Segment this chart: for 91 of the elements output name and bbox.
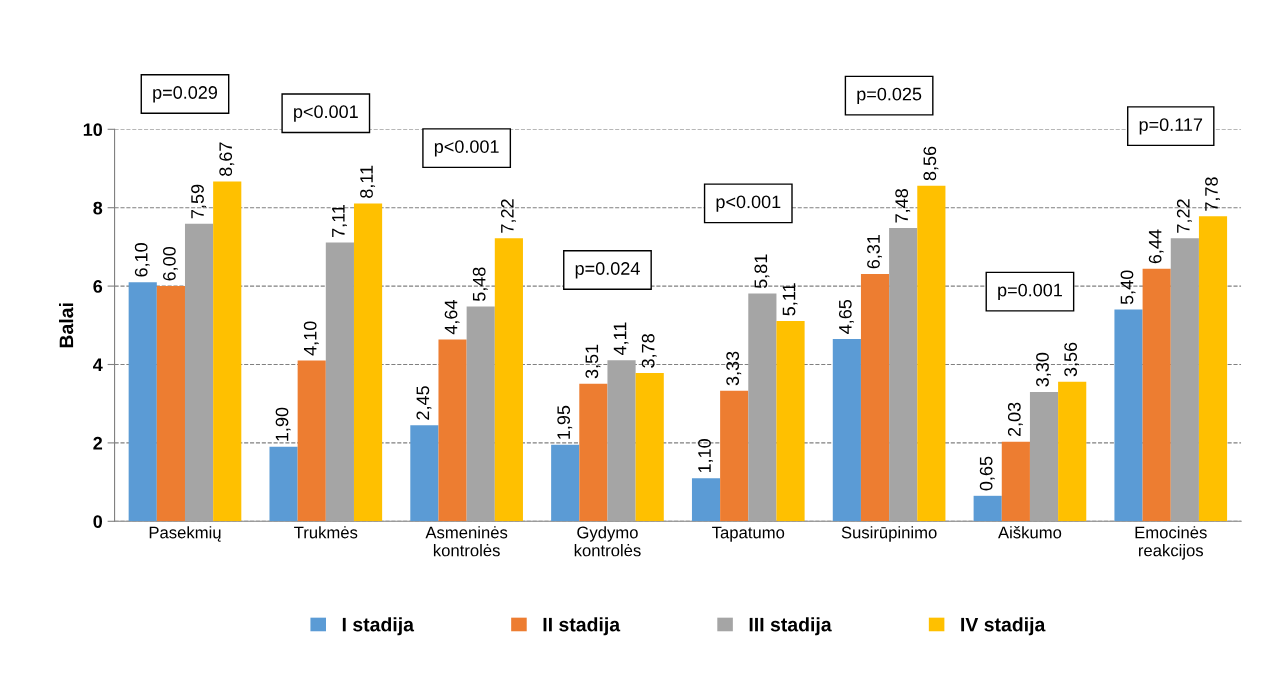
- data-label: 3,51: [585, 344, 601, 379]
- data-label: 6,00: [162, 246, 178, 281]
- bar: [353, 203, 383, 522]
- legend-label: IV stadija: [961, 617, 1046, 636]
- bar: [184, 223, 214, 522]
- bar: [832, 339, 861, 522]
- bar: [466, 306, 495, 522]
- x-tick-label: Trukmės: [294, 526, 358, 539]
- annotation: p=0.117: [1139, 118, 1203, 135]
- bar: [1058, 381, 1087, 522]
- bar: [410, 425, 439, 522]
- bar: [607, 360, 636, 522]
- legend-label: III stadija: [749, 617, 832, 636]
- data-label: 5,11: [782, 283, 798, 316]
- y-tick-label: 6: [93, 280, 103, 293]
- data-label: 3,30: [1036, 352, 1051, 387]
- y-tick-label: 4: [93, 358, 103, 372]
- bar: [438, 339, 467, 522]
- bar: [1142, 268, 1171, 522]
- data-label: 8,11: [360, 165, 376, 198]
- bar: [635, 373, 664, 522]
- annotation: p<0.001: [434, 140, 499, 157]
- data-label: 4,65: [838, 299, 854, 334]
- data-label: 3,33: [726, 351, 742, 386]
- data-label: 8,67: [219, 142, 235, 176]
- x-tick-label: Susirūpinimo: [841, 526, 937, 542]
- data-label: 1,10: [698, 439, 714, 473]
- data-label: 2,03: [1007, 402, 1023, 437]
- data-label: 7,59: [191, 184, 207, 219]
- bar: [889, 228, 918, 522]
- text: p=0.029: [153, 86, 218, 103]
- bar: [917, 185, 946, 522]
- data-label: 4,64: [444, 300, 460, 335]
- bar: [860, 273, 890, 522]
- data-label: 4,11: [613, 322, 629, 356]
- bar: [776, 320, 805, 522]
- x-tick-label: Pasekmių: [149, 526, 221, 542]
- data-label: 2,45: [416, 386, 432, 420]
- bar: [494, 238, 523, 522]
- bar: [1114, 309, 1143, 522]
- data-label: 6,44: [1148, 229, 1164, 264]
- data-label: 7,78: [1205, 177, 1220, 211]
- x-tick-label: Gydymo kontrolės: [574, 526, 641, 557]
- annotation: p=0.001: [998, 283, 1062, 300]
- data-label: 5,48: [472, 267, 488, 302]
- x-tick-label: Asmeninės kontrolės: [425, 526, 508, 557]
- data-label: 7,48: [895, 189, 911, 223]
- data-label: 3,56: [1064, 342, 1080, 377]
- data-label: 1,90: [275, 407, 291, 441]
- bar: [213, 181, 242, 522]
- data-label: 7,22: [1176, 199, 1192, 233]
- y-tick-label: 10: [83, 123, 103, 137]
- data-label: 5,81: [754, 254, 770, 289]
- annotation: p<0.001: [716, 195, 781, 212]
- bar: [579, 383, 608, 522]
- y-tick-label: 8: [93, 201, 103, 215]
- text: p<0.001: [294, 105, 358, 122]
- bar: [973, 495, 1002, 522]
- legend-label: I stadija: [342, 617, 415, 636]
- data-label: 8,56: [923, 146, 939, 181]
- data-label: 7,22: [500, 199, 516, 233]
- data-label: 5,40: [1120, 270, 1136, 305]
- text: p=0.025: [857, 87, 922, 105]
- y-tick-label: 0: [93, 515, 103, 529]
- bar: [269, 446, 298, 522]
- annotation: p=0.024: [575, 262, 640, 279]
- bar: [1170, 238, 1199, 522]
- legend-label: II stadija: [543, 617, 621, 636]
- data-label: 1,95: [557, 405, 573, 439]
- bar: [551, 444, 580, 522]
- bar: [748, 293, 777, 522]
- data-label: 7,11: [332, 204, 347, 237]
- bar: [1029, 391, 1059, 522]
- data-label: 3,78: [641, 334, 657, 368]
- data-label: 6,31: [867, 234, 883, 269]
- x-tick-label: Tapatumo: [712, 526, 785, 542]
- bar: [720, 390, 749, 522]
- bar: [1198, 216, 1228, 522]
- x-tick-label: Emocinės reakcijos: [1135, 526, 1207, 560]
- y-tick-label: 2: [93, 436, 103, 450]
- data-label: 6,10: [134, 243, 150, 277]
- bar: [156, 286, 185, 522]
- bar: [128, 282, 157, 522]
- data-label: 4,10: [303, 321, 319, 356]
- data-label: 0,65: [979, 456, 995, 491]
- bar: [1001, 441, 1030, 522]
- y-axis-title: Balai: [59, 303, 74, 348]
- bar: [691, 478, 721, 522]
- bar: [325, 242, 354, 522]
- bar: [297, 360, 326, 522]
- x-tick-label: Aiškumo: [998, 526, 1062, 539]
